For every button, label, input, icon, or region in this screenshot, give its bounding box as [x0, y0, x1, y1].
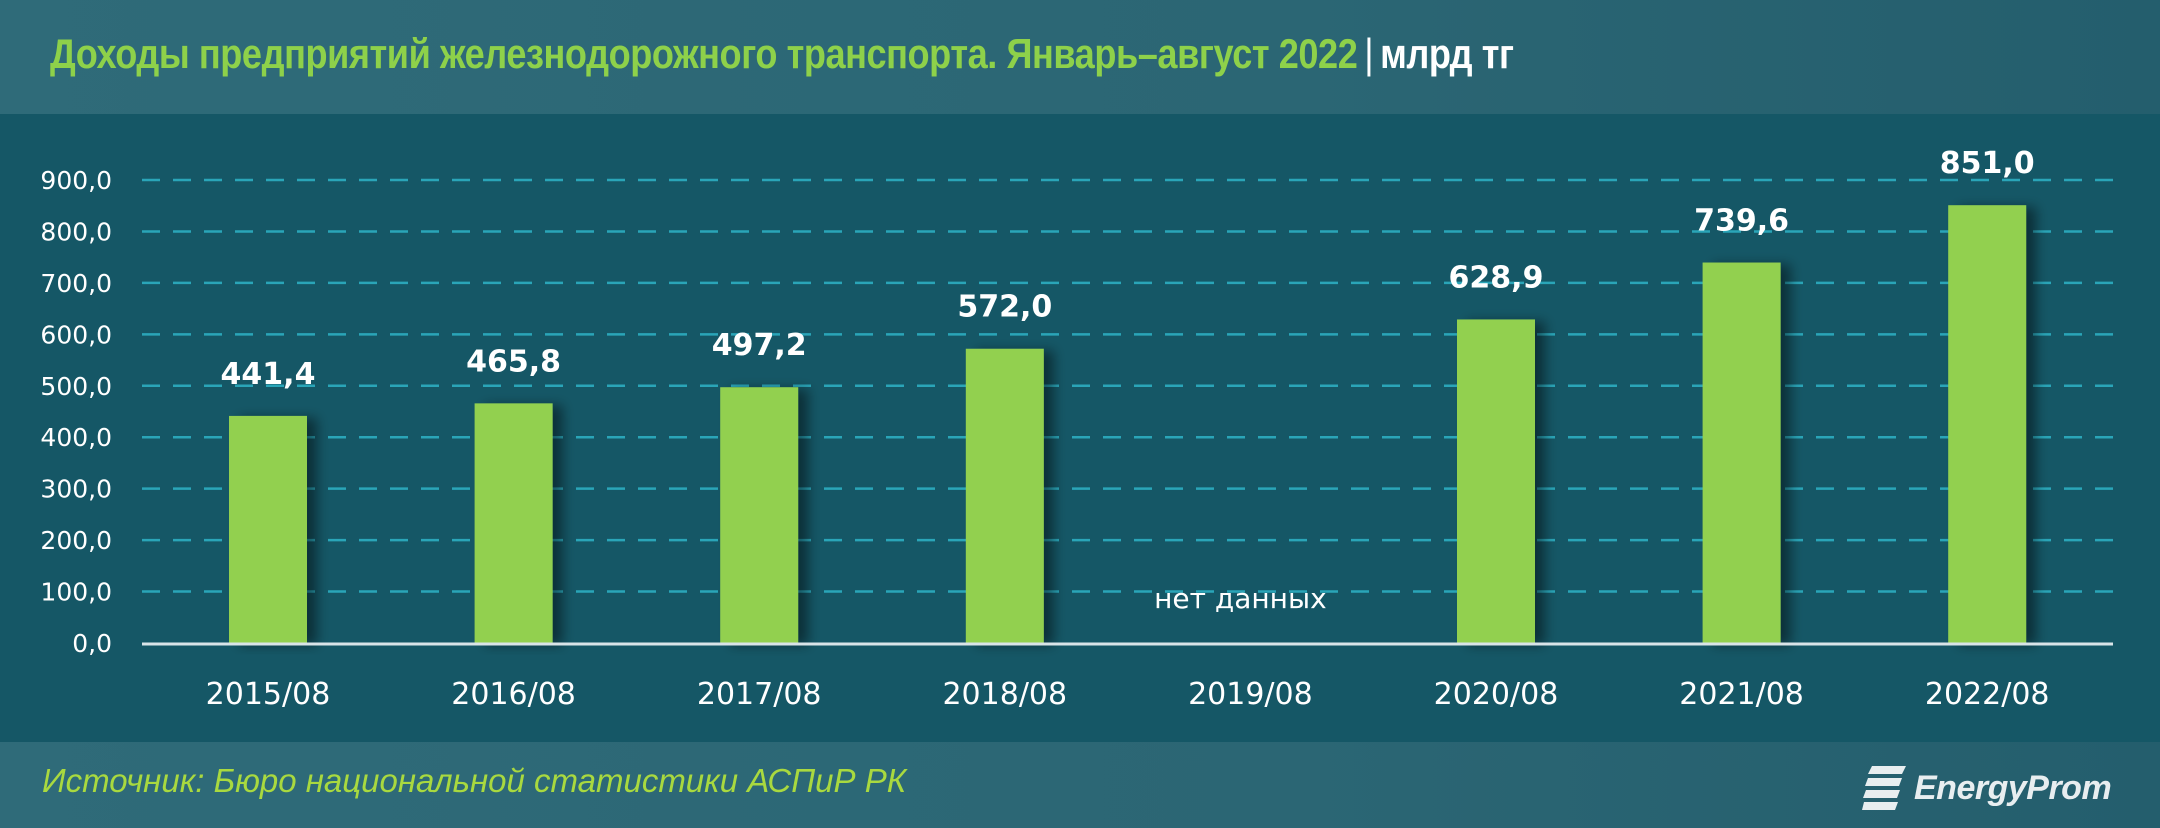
- header: Доходы предприятий железнодорожного тран…: [0, 0, 2160, 114]
- source-note: Источник: Бюро национальной статистики А…: [42, 762, 907, 799]
- x-axis-ticks: 2015/08 2016/08 2017/08 2018/08 2019/08 2020/…: [206, 677, 2050, 712]
- x-tick-label: 2018/08: [942, 677, 1067, 712]
- unit-label: млрд тг: [1380, 30, 1514, 77]
- logo-text: EnergyProm: [1914, 768, 2112, 807]
- title-text: Доходы предприятий железнодорожного тран…: [50, 30, 1358, 77]
- bar: [229, 415, 307, 643]
- y-tick-label: 800,0: [40, 217, 112, 246]
- brand-logo: EnergyProm: [1862, 764, 2112, 812]
- y-tick-label: 100,0: [40, 578, 112, 607]
- y-tick-label: 500,0: [40, 372, 112, 401]
- x-tick-label: 2016/08: [451, 677, 576, 712]
- x-tick-label: 2015/08: [206, 677, 331, 712]
- value-label: 441,4: [221, 357, 316, 392]
- x-tick-label: 2022/08: [1925, 677, 2050, 712]
- y-tick-label: 0,0: [72, 629, 112, 658]
- x-tick-label: 2021/08: [1679, 677, 1804, 712]
- x-tick-label: 2020/08: [1434, 677, 1559, 712]
- bar: [474, 403, 553, 643]
- value-label: 851,0: [1940, 146, 2035, 181]
- chart-title: Доходы предприятий железнодорожного тран…: [50, 30, 1514, 78]
- no-data-annotation: нет данных: [1154, 582, 1327, 615]
- title-separator: |: [1364, 30, 1374, 77]
- footer: Источник: Бюро национальной статистики А…: [0, 742, 2160, 828]
- bar: [965, 348, 1044, 643]
- annotations: нет данных: [1154, 582, 1327, 615]
- y-axis-ticks: 0,0 100,0 200,0 300,0 400,0 500,0 600,0 700,0 80…: [40, 166, 112, 658]
- x-tick-label: 2017/08: [697, 677, 822, 712]
- bars: [229, 205, 2027, 644]
- y-tick-label: 400,0: [40, 423, 112, 452]
- y-tick-label: 900,0: [40, 166, 112, 195]
- value-label: 497,2: [712, 328, 807, 363]
- bar: [720, 387, 799, 643]
- gridlines: [142, 178, 2113, 593]
- y-tick-label: 700,0: [40, 269, 112, 298]
- bar: [1457, 319, 1535, 643]
- chart-area: 0,0 100,0 200,0 300,0 400,0 500,0 600,0 700,0 80…: [0, 114, 2160, 742]
- bar-chart: 0,0 100,0 200,0 300,0 400,0 500,0 600,0 700,0 80…: [40, 146, 2113, 712]
- value-label: 465,8: [466, 344, 561, 379]
- bar: [1702, 262, 1781, 643]
- y-tick-label: 600,0: [40, 320, 112, 349]
- x-tick-label: 2019/08: [1188, 677, 1313, 712]
- energyprom-e-logo-icon: [1862, 766, 1906, 810]
- y-tick-label: 200,0: [40, 526, 112, 555]
- y-tick-label: 300,0: [40, 475, 112, 504]
- bar: [1948, 205, 2027, 644]
- value-label: 628,9: [1449, 260, 1544, 295]
- value-labels: 441,4 465,8 497,2 572,0 628,9 739,6 851,0: [221, 146, 2035, 392]
- value-label: 739,6: [1694, 204, 1789, 239]
- value-label: 572,0: [957, 290, 1052, 325]
